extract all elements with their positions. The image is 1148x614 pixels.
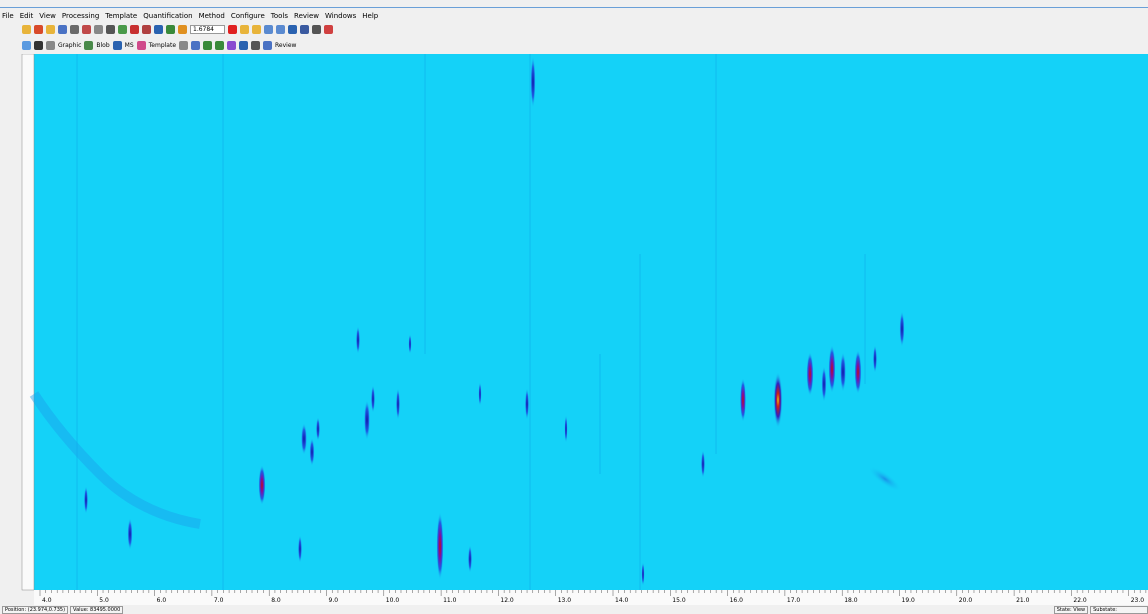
icon[interactable] — [118, 24, 127, 34]
x-tick-label: 15.0 — [672, 597, 686, 604]
icon[interactable] — [324, 24, 333, 34]
menu-item[interactable]: Windows — [325, 12, 357, 20]
menu-item[interactable]: Tools — [270, 12, 289, 20]
chromatogram-image: 4.0 5.0 6.0 7.0 8.0 9.0 10.0 11.0 12.0 13.0 14.0 15… — [21, 54, 1148, 605]
status-substate: Substate: — [1090, 605, 1148, 614]
x-tick-label: 4.0 — [42, 597, 52, 604]
icon[interactable] — [240, 24, 249, 34]
icon[interactable] — [215, 40, 225, 50]
menu-bar: File Edit View Processing Template Quantifica… — [2, 10, 378, 22]
x-tick-label: 13.0 — [558, 597, 572, 604]
x-tick-label: 19.0 — [902, 597, 916, 604]
x-tick-label: 21.0 — [1016, 597, 1030, 604]
x-axis: 4.0 5.0 6.0 7.0 8.0 9.0 10.0 11.0 12.0 13.0 14.0 15… — [34, 590, 1148, 605]
icon[interactable] — [58, 24, 67, 34]
icon[interactable] — [84, 40, 94, 50]
icon[interactable] — [46, 24, 55, 34]
icon[interactable] — [264, 24, 273, 34]
x-tick-label: 18.0 — [844, 597, 858, 604]
menu-item[interactable]: Method — [198, 12, 225, 20]
menu-item[interactable]: Edit — [19, 12, 34, 20]
icon[interactable] — [154, 24, 163, 34]
icon[interactable] — [179, 40, 189, 50]
status-value: Value: 83495.0000 — [70, 605, 124, 614]
x-tick-label: 7.0 — [214, 597, 224, 604]
icon[interactable] — [288, 24, 297, 34]
menu-item[interactable]: Help — [362, 12, 379, 20]
status-position: Position: (23.974,0.735) — [2, 605, 69, 614]
icon[interactable] — [142, 24, 151, 34]
icon[interactable] — [166, 24, 175, 34]
faint-peak — [868, 466, 902, 492]
x-axis-strip — [34, 590, 1148, 605]
streaks — [76, 54, 866, 590]
icon[interactable] — [82, 24, 91, 34]
icon[interactable] — [34, 40, 43, 50]
icon[interactable] — [22, 40, 31, 50]
menu-item[interactable]: Template — [105, 12, 138, 20]
icon[interactable] — [22, 24, 31, 34]
menu-item[interactable]: Processing — [61, 12, 100, 20]
title-line — [0, 7, 1148, 8]
x-tick-label: 14.0 — [615, 597, 629, 604]
icon[interactable] — [239, 40, 249, 50]
x-tick-label: 23.0 — [1131, 597, 1145, 604]
icon[interactable] — [94, 24, 103, 34]
x-tick-label: 9.0 — [329, 597, 339, 604]
icon[interactable] — [130, 24, 139, 34]
x-tick-label: 20.0 — [959, 597, 973, 604]
x-tick-label: 5.0 — [99, 597, 109, 604]
menu-item[interactable]: View — [39, 12, 56, 20]
toolbar-2: Graphic Blob MS Template Review — [22, 38, 296, 52]
icon[interactable] — [46, 40, 55, 50]
icon[interactable] — [112, 40, 122, 50]
toolbar-button[interactable]: Graphic — [58, 41, 82, 49]
icon[interactable] — [227, 40, 237, 50]
menu-item[interactable]: Quantification — [143, 12, 193, 20]
image-background — [22, 54, 1148, 590]
x-tick-label: 17.0 — [787, 597, 801, 604]
x-tick-label: 8.0 — [271, 597, 281, 604]
x-tick-label: 11.0 — [443, 597, 457, 604]
icon[interactable] — [251, 40, 261, 50]
icon[interactable] — [136, 40, 146, 50]
x-tick-label: 22.0 — [1073, 597, 1087, 604]
icon[interactable] — [70, 24, 79, 34]
x-tick-label: 10.0 — [386, 597, 400, 604]
icon[interactable] — [276, 24, 285, 34]
diagonal-band — [29, 391, 201, 529]
toolbar-button[interactable]: Review — [275, 41, 297, 49]
menu-item[interactable]: File — [2, 12, 14, 20]
icon[interactable] — [263, 40, 273, 50]
status-state: State: View — [1053, 605, 1089, 614]
icon[interactable] — [252, 24, 261, 34]
icon[interactable] — [34, 24, 43, 34]
peaks — [84, 56, 905, 586]
icon[interactable] — [106, 24, 115, 34]
x-tick-label: 16.0 — [730, 597, 744, 604]
toolbar-button[interactable]: Template — [148, 41, 177, 49]
icon[interactable] — [312, 24, 321, 34]
y-axis-strip — [21, 54, 35, 591]
toolbar-1: 1.6784 — [22, 22, 333, 36]
zoom-box[interactable]: 1.6784 — [190, 24, 225, 34]
icon[interactable] — [228, 24, 237, 34]
icon[interactable] — [191, 40, 201, 50]
menu-item[interactable]: Configure — [230, 12, 265, 20]
icon[interactable] — [300, 24, 309, 34]
icon[interactable] — [203, 40, 213, 50]
x-tick-label: 12.0 — [500, 597, 514, 604]
toolbar-button[interactable]: Blob — [96, 41, 110, 49]
x-tick-label: 6.0 — [157, 597, 167, 604]
toolbar-button[interactable]: MS — [124, 41, 134, 49]
menu-item[interactable]: Review — [294, 12, 320, 20]
icon[interactable] — [178, 24, 187, 34]
status-bar: Position: (23.974,0.735) Value: 83495.00… — [0, 605, 1148, 614]
